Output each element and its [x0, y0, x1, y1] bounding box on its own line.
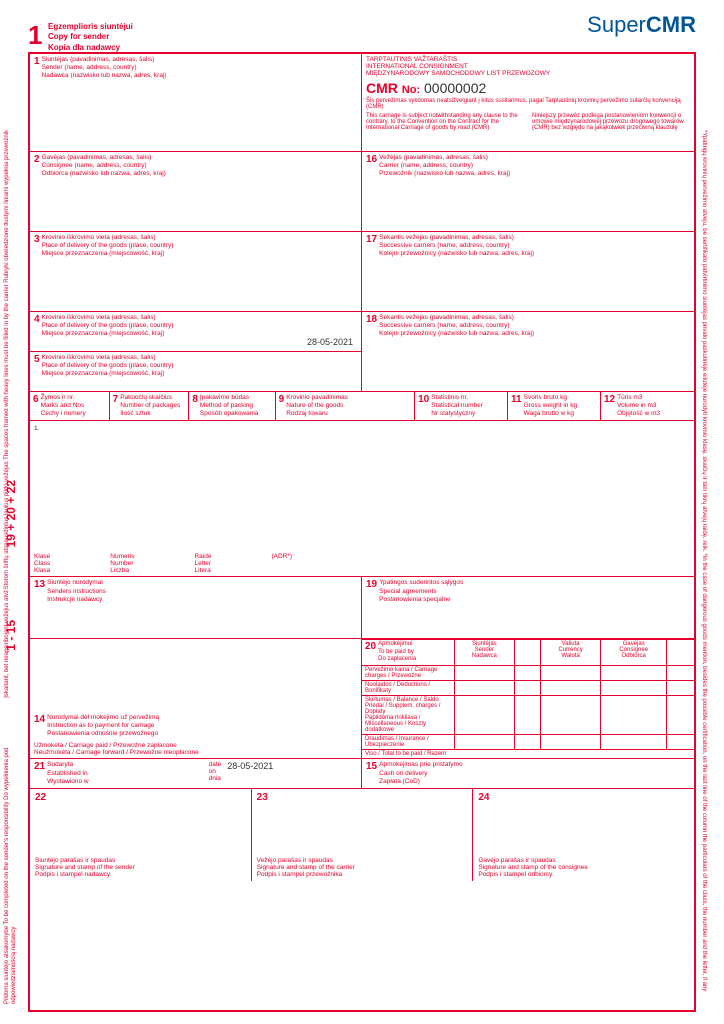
formula-2: 1 - 15 — [4, 620, 18, 651]
box-24: 24 Gavėjo parašas ir spaudasSignature an… — [473, 789, 694, 881]
form-grid: 1Siuntėjas (pavadinimas, adresas, šalis)… — [28, 52, 696, 1012]
box-3-delivery: 3Krovinio iškrovimo vieta (adresas, šali… — [30, 232, 362, 311]
box-21: 21SudarytaEstablished inWystawiono w dat… — [30, 759, 362, 788]
box-4: 4Krovinio iškrovimo vieta (adresas, šali… — [30, 312, 361, 352]
box-4-date: 28-05-2021 — [307, 337, 353, 347]
box-13: 13Siuntėjo nurodymaiSenders instructions… — [30, 577, 362, 638]
side-right-margin: *Ypatingų krovinių pervežimo atveju, be … — [700, 100, 720, 1004]
box-21-date: 28-05-2021 — [227, 761, 273, 786]
side-text-bot: Pildoma siuntėjo atsakomybe To be comple… — [4, 720, 18, 1004]
box-20: 20ApmokėjimuiTo be paid byDo zapłacenia … — [362, 639, 694, 758]
box-16-carrier: 16Vežėjas (pavadinimas, adresas, šalis)C… — [362, 152, 694, 231]
box-2-consignee: 2Gavėjas (pavadinimas, adresas, šalis)Co… — [30, 152, 362, 231]
box-17-successive: 17Sekantis vežėjas (pavadinimas, adresas… — [362, 232, 694, 311]
header-right: TARPTAUTINIS VAŽTARAŠTIS INTERNATIONAL C… — [362, 54, 694, 151]
box-5: 5Krovinio iškrovimo vieta (adresas, šali… — [30, 352, 361, 391]
box-18-successive: 18Sekantis vežėjas (pavadinimas, adresas… — [362, 312, 694, 391]
box-1-sender: 1Siuntėjas (pavadinimas, adresas, šalis)… — [30, 54, 362, 151]
box-23: 23 Vežėjo parašas ir spaudasSignature an… — [252, 789, 474, 881]
copy-label: Egzemplioris siuntėjuiCopy for senderKop… — [48, 22, 133, 53]
goods-header: 6Žymos ir nr.Marks and NosCechy i numery… — [30, 392, 694, 421]
goods-body: 1. — [30, 421, 694, 551]
formula-1: 19 + 20 + 22 — [4, 480, 18, 547]
copy-number: 1 — [28, 20, 42, 51]
box-15: 15Apmokėjimas prie pristatymoCash on del… — [362, 759, 694, 788]
signature-row: 22 Siuntėjo parašas ir spaudasSignature … — [30, 789, 694, 881]
brand-logo: SuperCMR — [587, 12, 696, 38]
box-14: 14Nurodymai dėl mokėjimo už pervežimąIns… — [30, 639, 362, 758]
cmr-number: 00000002 — [424, 80, 486, 96]
box-22: 22 Siuntėjo parašas ir spaudasSignature … — [30, 789, 252, 881]
adr-row: KlasėClassKlasa NumerisNumberLiczba Raid… — [30, 551, 694, 577]
side-left-margin: Storom šriftų atspausdintus laukus pildo… — [4, 100, 24, 1004]
side-text-right: *Ypatingų krovinių pervežimo atveju, be … — [700, 130, 707, 991]
goods-row-1: 1. — [34, 425, 39, 432]
box-19: 19Ypatingos suderintos sąlygosSpecial ag… — [362, 577, 694, 638]
